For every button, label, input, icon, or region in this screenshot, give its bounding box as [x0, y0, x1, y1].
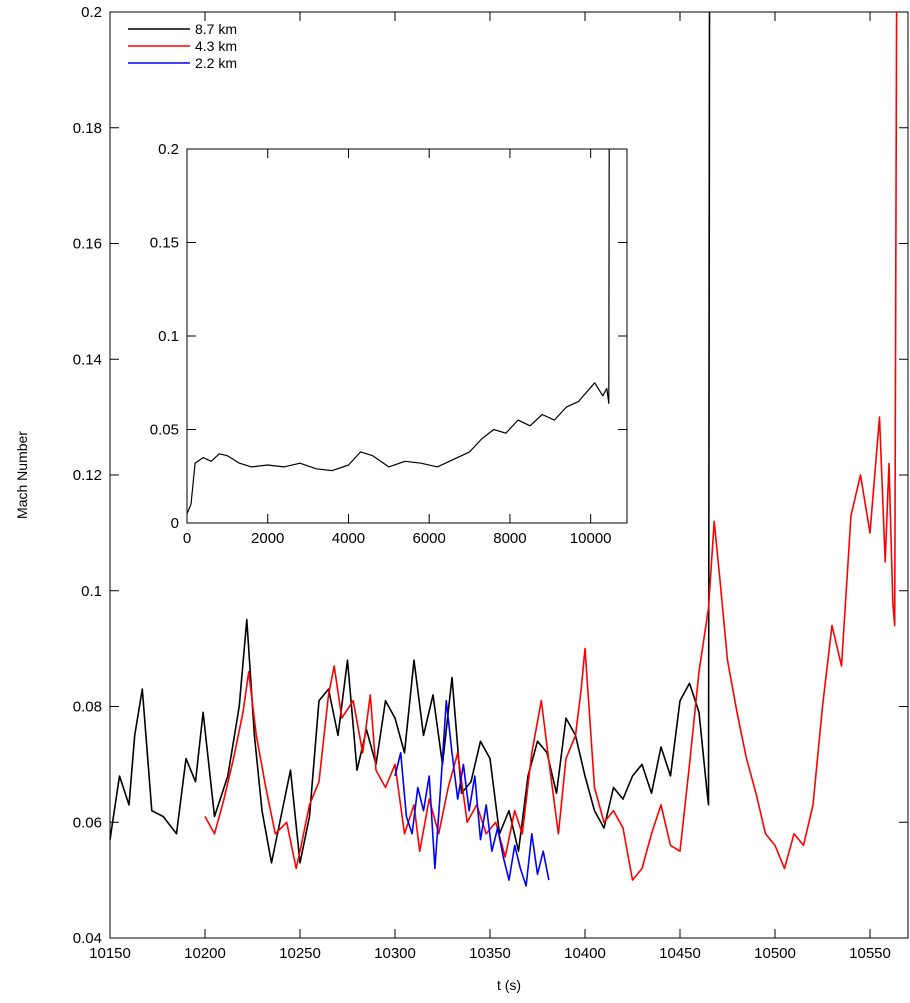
main-y-tick-label: 0.12: [73, 467, 102, 484]
main-x-axis-label: t (s): [497, 977, 521, 993]
main-y-tick-label: 0.14: [73, 351, 102, 368]
main-x-tick-label: 10500: [754, 945, 796, 962]
inset-y-tick-label: 0.1: [158, 328, 179, 345]
legend-label: 8.7 km: [195, 21, 237, 37]
main-x-tick-label: 10350: [469, 945, 511, 962]
inset-x-tick-label: 8000: [493, 530, 526, 547]
legend-label: 2.2 km: [195, 55, 237, 71]
inset-background: [187, 149, 627, 523]
main-series-line-2: [394, 699, 550, 887]
inset-x-tick-label: 4000: [332, 530, 365, 547]
inset-x-tick-label: 0: [183, 530, 191, 547]
inset-x-tick-label: 10000: [570, 530, 612, 547]
inset-x-tick-label: 2000: [251, 530, 284, 547]
main-y-tick-label: 0.06: [73, 814, 102, 831]
main-x-tick-label: 10200: [184, 945, 226, 962]
inset-series: [186, 148, 610, 514]
main-y-tick-label: 0.2: [81, 4, 102, 21]
main-x-tick-label: 10150: [89, 945, 131, 962]
inset-y-tick-label: 0.2: [158, 141, 179, 158]
main-y-tick-label: 0.04: [73, 930, 102, 947]
main-x-tick-label: 10400: [564, 945, 606, 962]
main-x-tick-label: 10550: [849, 945, 891, 962]
inset-y-tick-label: 0.05: [150, 422, 179, 439]
main-series-line-0: [109, 11, 711, 864]
inset-x-tick-label: 6000: [413, 530, 446, 547]
inset-y-tick-label: 0: [171, 515, 179, 532]
main-y-tick-label: 0.18: [73, 120, 102, 137]
main-y-axis-label: Mach Number: [14, 431, 30, 519]
main-x-tick-label: 10450: [659, 945, 701, 962]
main-x-tick-label: 10300: [374, 945, 416, 962]
inset-series-line-0: [186, 148, 610, 514]
main-y-tick-label: 0.08: [73, 699, 102, 716]
main-x-tick-label: 10250: [279, 945, 321, 962]
main-series-line-1: [204, 11, 898, 881]
main-ticks: 10150 10200 10250 10300 10350 10400 10450 10500…: [73, 4, 908, 962]
main-y-tick-label: 0.1: [81, 583, 102, 600]
main-y-tick-label: 0.16: [73, 236, 102, 253]
inset-ticks: 0 2000 4000 6000 8000 10000 0 0.05 0.1 0.15 0.2: [150, 141, 627, 547]
legend: 8.7 km4.3 km2.2 km: [128, 21, 237, 71]
main-series: [109, 11, 898, 887]
inset-y-tick-label: 0.15: [150, 235, 179, 252]
legend-label: 4.3 km: [195, 38, 237, 54]
